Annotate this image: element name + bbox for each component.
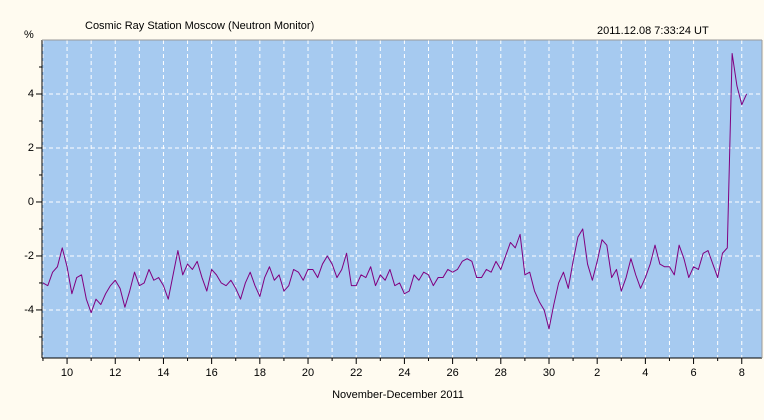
x-tick-label: 20: [302, 367, 314, 379]
y-tick-label: -2: [24, 250, 34, 262]
timestamp: 2011.12.08 7:33:24 UT: [597, 25, 709, 37]
x-tick-label: 18: [254, 367, 266, 379]
y-axis-label: %: [24, 29, 34, 41]
y-tick-label: 4: [28, 88, 34, 100]
x-tick-label: 26: [446, 367, 458, 379]
x-tick-label: 6: [691, 367, 697, 379]
plot-area: [42, 40, 762, 358]
y-tick-label: -4: [24, 304, 34, 316]
x-tick-label: 12: [109, 367, 121, 379]
x-tick-label: 4: [642, 367, 648, 379]
x-tick-label: 16: [206, 367, 218, 379]
x-axis-label: November-December 2011: [332, 389, 464, 401]
x-tick-label: 28: [495, 367, 507, 379]
x-tick-label: 14: [157, 367, 169, 379]
x-tick-label: 24: [398, 367, 410, 379]
x-tick-label: 22: [350, 367, 362, 379]
y-tick-label: 0: [28, 196, 34, 208]
x-tick-label: 8: [739, 367, 745, 379]
data-line: [42, 53, 748, 330]
x-tick-label: 10: [61, 367, 73, 379]
x-tick-label: 30: [543, 367, 555, 379]
y-tick-label: 2: [28, 142, 34, 154]
chart-title: Cosmic Ray Station Moscow (Neutron Monit…: [85, 20, 314, 32]
x-tick-label: 2: [594, 367, 600, 379]
